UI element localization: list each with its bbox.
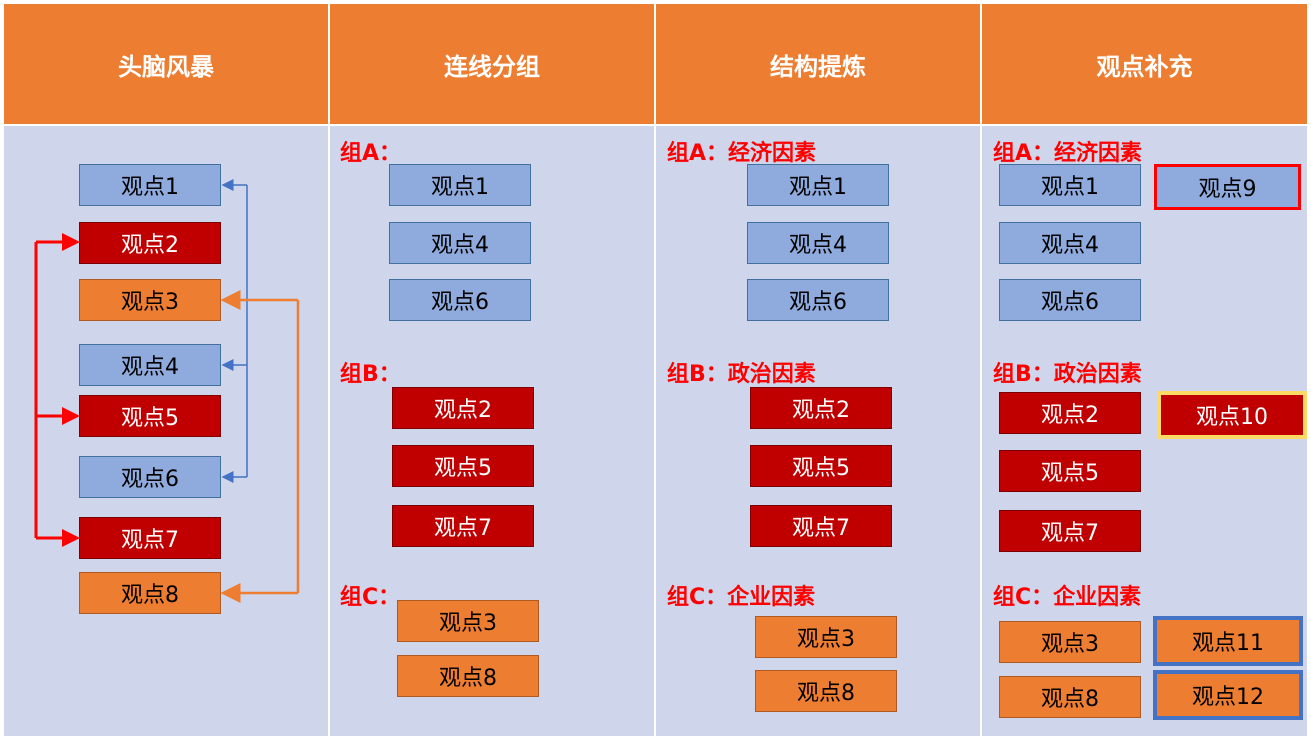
structure-c-item-1: 观点3	[755, 616, 897, 658]
header-linking: 连线分组	[330, 4, 654, 124]
blue-connector	[221, 179, 248, 483]
orange-connector	[220, 290, 300, 603]
supplement-c-extra-1: 观点11	[1153, 616, 1303, 666]
group-b-item-2: 观点5	[392, 445, 534, 487]
group-b-item-3: 观点7	[392, 505, 534, 547]
structure-c-item-2: 观点8	[755, 670, 897, 712]
structure-b-label: 组B：政治因素	[667, 362, 816, 387]
header-structure: 结构提炼	[656, 4, 980, 124]
supplement-c-item-2: 观点8	[999, 676, 1141, 718]
group-c-item-1: 观点3	[397, 600, 539, 642]
supplement-a-label: 组A：经济因素	[993, 141, 1143, 166]
idea-box-3: 观点3	[79, 279, 221, 321]
supplement-b-label: 组B：政治因素	[993, 362, 1142, 387]
group-c-label: 组C：	[340, 585, 401, 610]
structure-b-item-2: 观点5	[750, 445, 892, 487]
supplement-c-item-1: 观点3	[999, 621, 1141, 663]
group-a-item-2: 观点4	[389, 222, 531, 264]
structure-c-label: 组C：企业因素	[667, 585, 816, 610]
supplement-a-item-3: 观点6	[999, 279, 1141, 321]
supplement-a-item-2: 观点4	[999, 222, 1141, 264]
group-a-item-1: 观点1	[389, 164, 531, 206]
header-supplement: 观点补充	[982, 4, 1307, 124]
supplement-c-label: 组C：企业因素	[993, 585, 1142, 610]
idea-box-4: 观点4	[79, 344, 221, 386]
red-connector	[34, 233, 80, 547]
idea-box-5: 观点5	[79, 395, 221, 437]
supplement-a-item-1: 观点1	[999, 164, 1141, 206]
group-b-item-1: 观点2	[392, 387, 534, 429]
idea-box-1: 观点1	[79, 164, 221, 206]
supplement-b-item-3: 观点7	[999, 510, 1141, 552]
supplement-b-item-1: 观点2	[999, 392, 1141, 434]
structure-b-item-1: 观点2	[750, 387, 892, 429]
header-brainstorm: 头脑风暴	[4, 4, 328, 124]
group-a-item-3: 观点6	[389, 279, 531, 321]
idea-box-6: 观点6	[79, 456, 221, 498]
structure-a-label: 组A：经济因素	[667, 141, 817, 166]
supplement-c-extra-2: 观点12	[1153, 670, 1303, 720]
structure-b-item-3: 观点7	[750, 505, 892, 547]
group-c-item-2: 观点8	[397, 655, 539, 697]
supplement-b-item-2: 观点5	[999, 450, 1141, 492]
idea-box-8: 观点8	[79, 572, 221, 614]
group-a-label: 组A：	[340, 141, 402, 166]
structure-a-item-2: 观点4	[747, 222, 889, 264]
structure-a-item-3: 观点6	[747, 279, 889, 321]
group-b-label: 组B：	[340, 362, 401, 387]
idea-box-2: 观点2	[79, 222, 221, 264]
supplement-b-extra: 观点10	[1157, 391, 1307, 439]
structure-a-item-1: 观点1	[747, 164, 889, 206]
supplement-a-extra: 观点9	[1154, 164, 1301, 210]
